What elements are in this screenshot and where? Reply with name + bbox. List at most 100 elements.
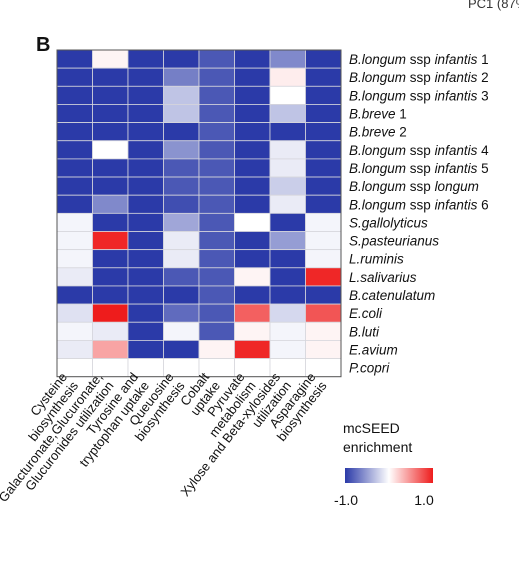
heatmap-cell xyxy=(56,67,93,87)
heatmap-cell xyxy=(92,285,129,305)
heatmap-cell xyxy=(269,231,306,251)
heatmap-cell xyxy=(234,122,271,142)
heatmap-cell xyxy=(163,49,200,69)
heatmap-cell xyxy=(56,212,93,232)
heatmap-cell xyxy=(163,249,200,269)
heatmap-cell xyxy=(305,67,342,87)
row-label: L.salivarius xyxy=(349,270,417,285)
heatmap-cell xyxy=(56,321,93,341)
heatmap-cell xyxy=(198,285,235,305)
row-label: B.catenulatum xyxy=(349,288,435,303)
heatmap-cell xyxy=(56,85,93,105)
heatmap-cell xyxy=(127,67,164,87)
heatmap-cell xyxy=(234,212,271,232)
heatmap-cell xyxy=(127,339,164,359)
heatmap-cell xyxy=(92,194,129,214)
heatmap-cell xyxy=(56,339,93,359)
heatmap-cell xyxy=(163,212,200,232)
row-label: S.gallolyticus xyxy=(349,215,428,230)
heatmap-cell xyxy=(305,85,342,105)
heatmap-cell xyxy=(92,267,129,287)
heatmap-cell xyxy=(56,303,93,323)
row-label: B.breve 1 xyxy=(349,107,407,122)
heatmap-cell xyxy=(305,104,342,123)
heatmap-cell xyxy=(163,67,200,87)
heatmap-cell xyxy=(234,321,271,341)
heatmap-cell xyxy=(198,176,235,196)
heatmap-cell xyxy=(163,321,200,341)
heatmap-cell xyxy=(198,158,235,178)
heatmap-cell xyxy=(56,122,93,142)
heatmap-cell xyxy=(163,140,200,160)
heatmap-cell xyxy=(269,140,306,160)
heatmap-cell xyxy=(56,194,93,214)
heatmap-cell xyxy=(305,303,342,323)
heatmap-cell xyxy=(269,285,306,305)
heatmap-cell xyxy=(234,49,271,69)
heatmap-cell xyxy=(56,158,93,178)
heatmap-cell xyxy=(56,104,93,123)
heatmap-cell xyxy=(305,194,342,214)
colorbar-title: mcSEED xyxy=(343,420,400,436)
heatmap-cell xyxy=(127,194,164,214)
row-label: L.ruminis xyxy=(349,252,404,267)
heatmap-cell xyxy=(198,212,235,232)
heatmap-cell xyxy=(234,140,271,160)
row-label: B.longum ssp infantis 5 xyxy=(349,161,489,176)
heatmap-cell xyxy=(269,176,306,196)
heatmap-cell xyxy=(92,122,129,142)
heatmap-cell xyxy=(305,267,342,287)
heatmap-cell xyxy=(198,140,235,160)
heatmap-cell xyxy=(56,176,93,196)
heatmap-cell xyxy=(163,176,200,196)
heatmap-cell xyxy=(305,321,342,341)
heatmap-cell xyxy=(269,303,306,323)
heatmap-cell xyxy=(163,85,200,105)
corner-label: PC1 (87%) xyxy=(468,0,519,11)
heatmap-cell xyxy=(127,104,164,123)
heatmap-cell xyxy=(305,249,342,269)
heatmap-cell xyxy=(234,285,271,305)
heatmap-cell xyxy=(234,339,271,359)
heatmap-cell xyxy=(269,85,306,105)
heatmap-cell xyxy=(92,212,129,232)
heatmap-cell xyxy=(163,104,200,123)
heatmap-cell xyxy=(305,49,342,69)
heatmap-cell xyxy=(127,321,164,341)
heatmap-cell xyxy=(127,285,164,305)
heatmap-cell xyxy=(56,140,93,160)
heatmap-cell xyxy=(269,339,306,359)
heatmap-cell xyxy=(305,231,342,251)
row-label: B.longum ssp infantis 1 xyxy=(349,52,489,67)
row-label: B.longum ssp infantis 6 xyxy=(349,197,489,212)
heatmap-cell xyxy=(163,339,200,359)
heatmap-cell xyxy=(92,140,129,160)
heatmap-cell xyxy=(127,212,164,232)
heatmap-cell xyxy=(234,231,271,251)
heatmap-cell xyxy=(127,267,164,287)
heatmap-cell xyxy=(127,249,164,269)
heatmap-cell xyxy=(163,303,200,323)
heatmap-cell xyxy=(198,49,235,69)
row-label: P.copri xyxy=(349,361,390,376)
heatmap-cell xyxy=(305,140,342,160)
heatmap-cell xyxy=(127,49,164,69)
heatmap-cell xyxy=(127,303,164,323)
heatmap-cell xyxy=(92,49,129,69)
colorbar-min-label: -1.0 xyxy=(334,492,358,508)
heatmap-cell xyxy=(269,212,306,232)
heatmap-cell xyxy=(234,67,271,87)
heatmap-cell xyxy=(198,122,235,142)
heatmap-cell xyxy=(269,194,306,214)
heatmap-cell xyxy=(92,339,129,359)
heatmap-cell xyxy=(198,249,235,269)
heatmap-cell xyxy=(198,303,235,323)
row-label: E.avium xyxy=(349,342,398,357)
heatmap-cell xyxy=(269,122,306,142)
heatmap-border xyxy=(56,49,342,378)
row-label: B.longum ssp infantis 4 xyxy=(349,143,489,158)
heatmap-cell xyxy=(269,249,306,269)
row-label: B.longum ssp longum xyxy=(349,179,479,194)
row-label: B.longum ssp infantis 3 xyxy=(349,88,489,103)
